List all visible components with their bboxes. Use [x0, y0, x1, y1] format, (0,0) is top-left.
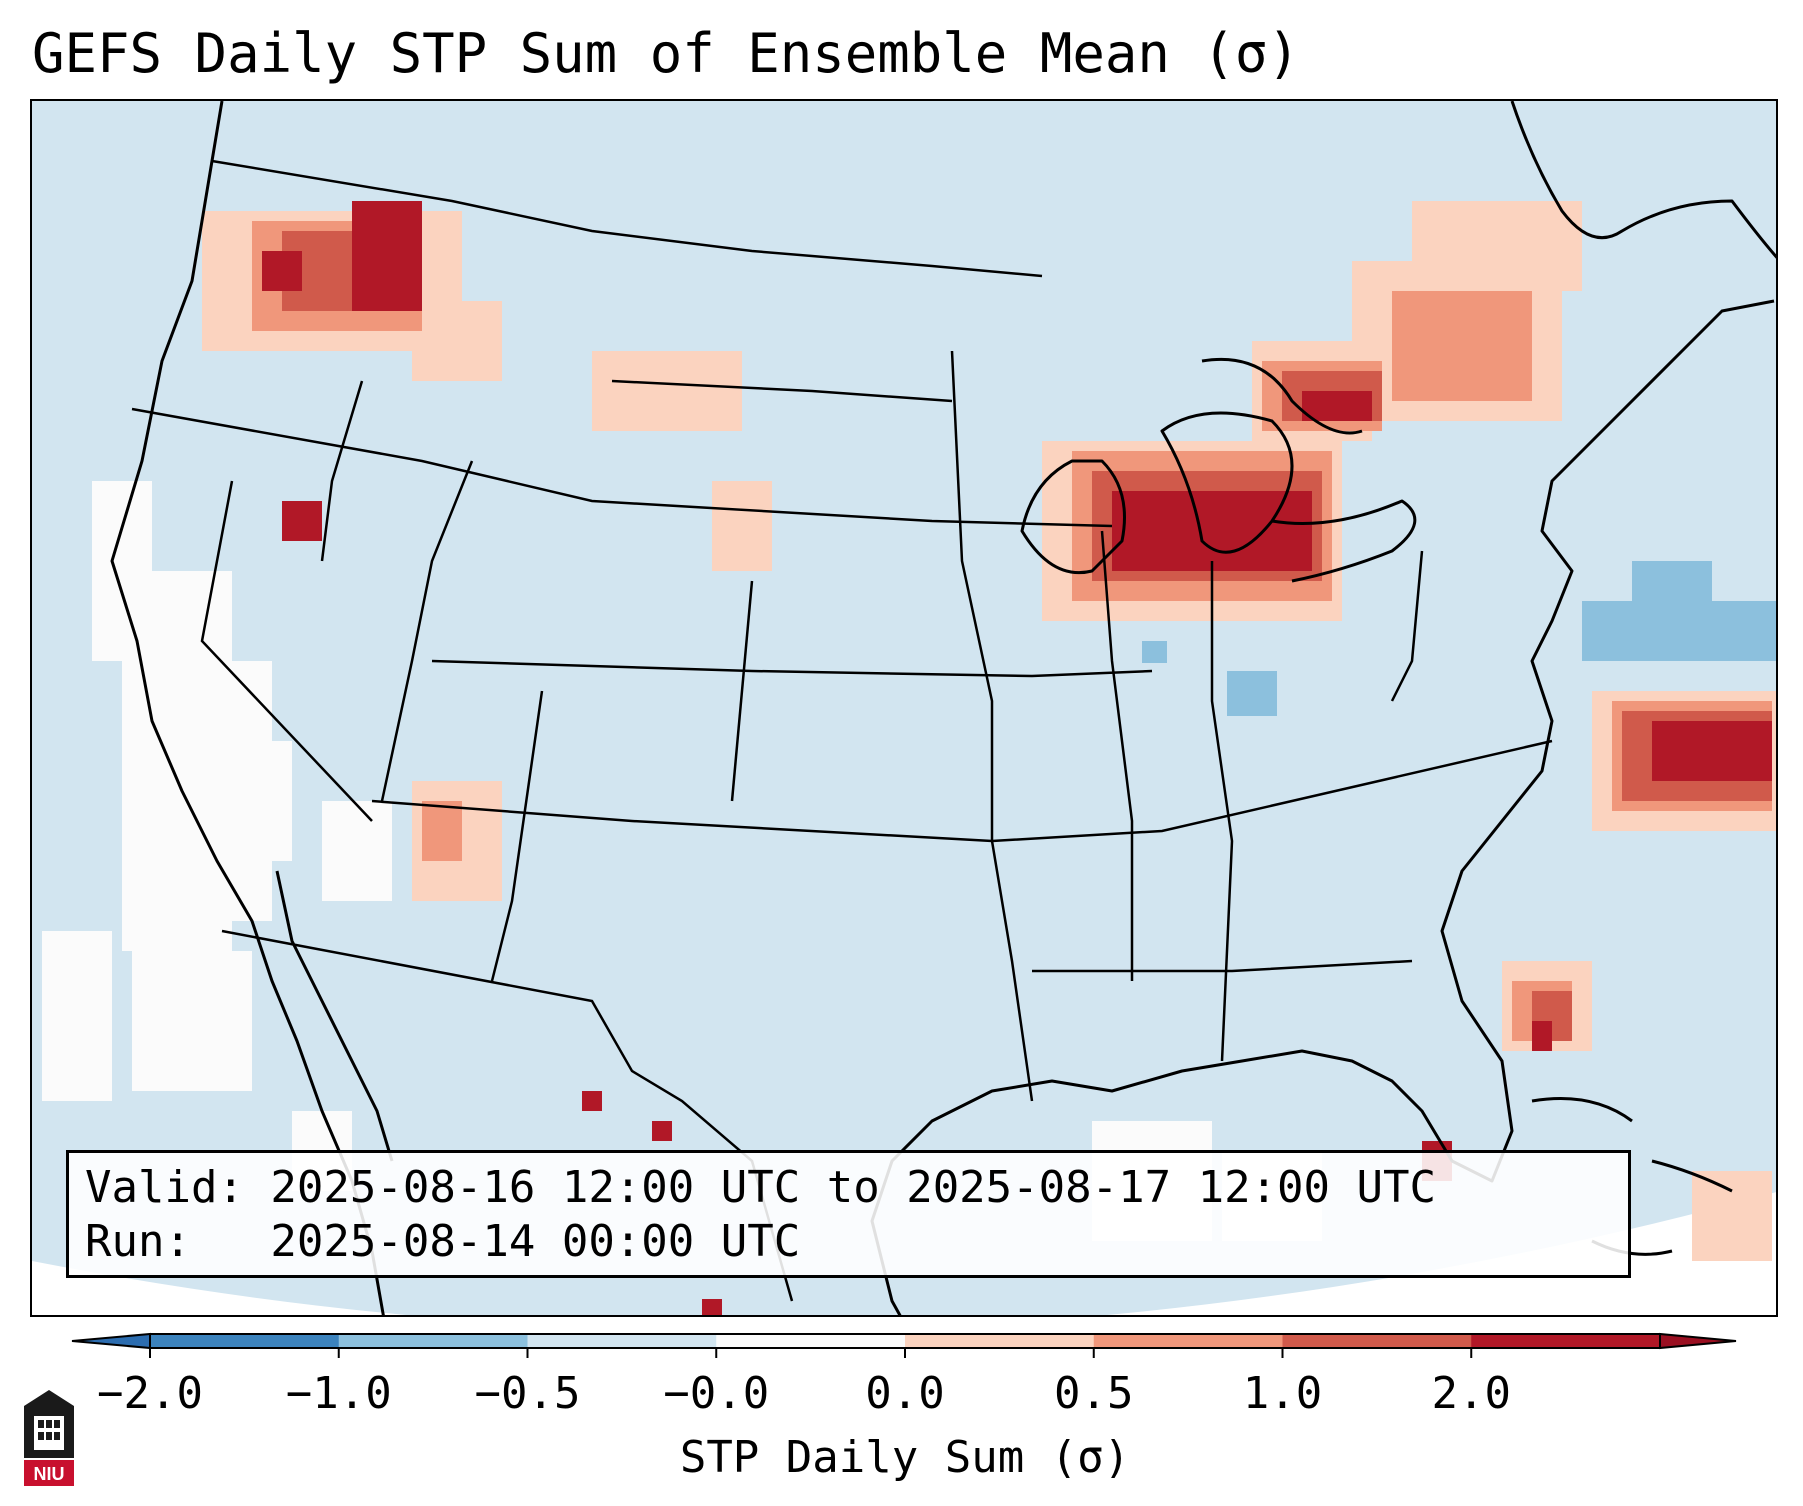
colorbar-extend-low — [71, 1332, 151, 1350]
valid-time-text: Valid: 2025-08-16 12:00 UTC to 2025-08-1… — [85, 1162, 1437, 1213]
colorbar-tick-label: −2.0 — [97, 1368, 203, 1419]
colorbar-segment — [1093, 1334, 1283, 1348]
colorbar-segment — [150, 1334, 340, 1348]
colorbar-tick-label: 0.5 — [1054, 1368, 1134, 1419]
validity-box: Valid: 2025-08-16 12:00 UTC to 2025-08-1… — [66, 1150, 1631, 1278]
colorbar-tick-label: 1.0 — [1242, 1368, 1323, 1419]
coastlines — [110, 101, 1776, 1315]
colorbar-segment — [716, 1334, 906, 1348]
colorbar-segment — [1282, 1334, 1472, 1348]
colorbar-tick-label: 0.0 — [865, 1368, 945, 1419]
colorbar-segment — [338, 1334, 528, 1348]
colorbar-segment — [527, 1334, 717, 1348]
political-boundaries — [131, 159, 1553, 1302]
niu-logo: NIU — [24, 1390, 74, 1486]
logo-text: NIU — [34, 1464, 65, 1484]
colorbar-segment — [905, 1334, 1095, 1348]
map-title: GEFS Daily STP Sum of Ensemble Mean (σ) — [32, 22, 1300, 85]
colorbar-segment — [1471, 1334, 1661, 1348]
colorbar-tick-label: −0.5 — [474, 1368, 581, 1419]
colorbar-tick-label: −1.0 — [285, 1368, 392, 1419]
map-panel — [30, 99, 1778, 1317]
map-canvas — [32, 101, 1776, 1315]
colorbar-tick-label: 2.0 — [1431, 1368, 1511, 1419]
colorbar — [71, 1332, 1737, 1358]
colorbar-tick-label: −0.0 — [663, 1368, 770, 1419]
colorbar-label: STP Daily Sum (σ) — [679, 1432, 1131, 1483]
colorbar-extend-high — [1659, 1332, 1737, 1350]
run-time-text: Run: 2025-08-14 00:00 UTC — [85, 1216, 801, 1267]
